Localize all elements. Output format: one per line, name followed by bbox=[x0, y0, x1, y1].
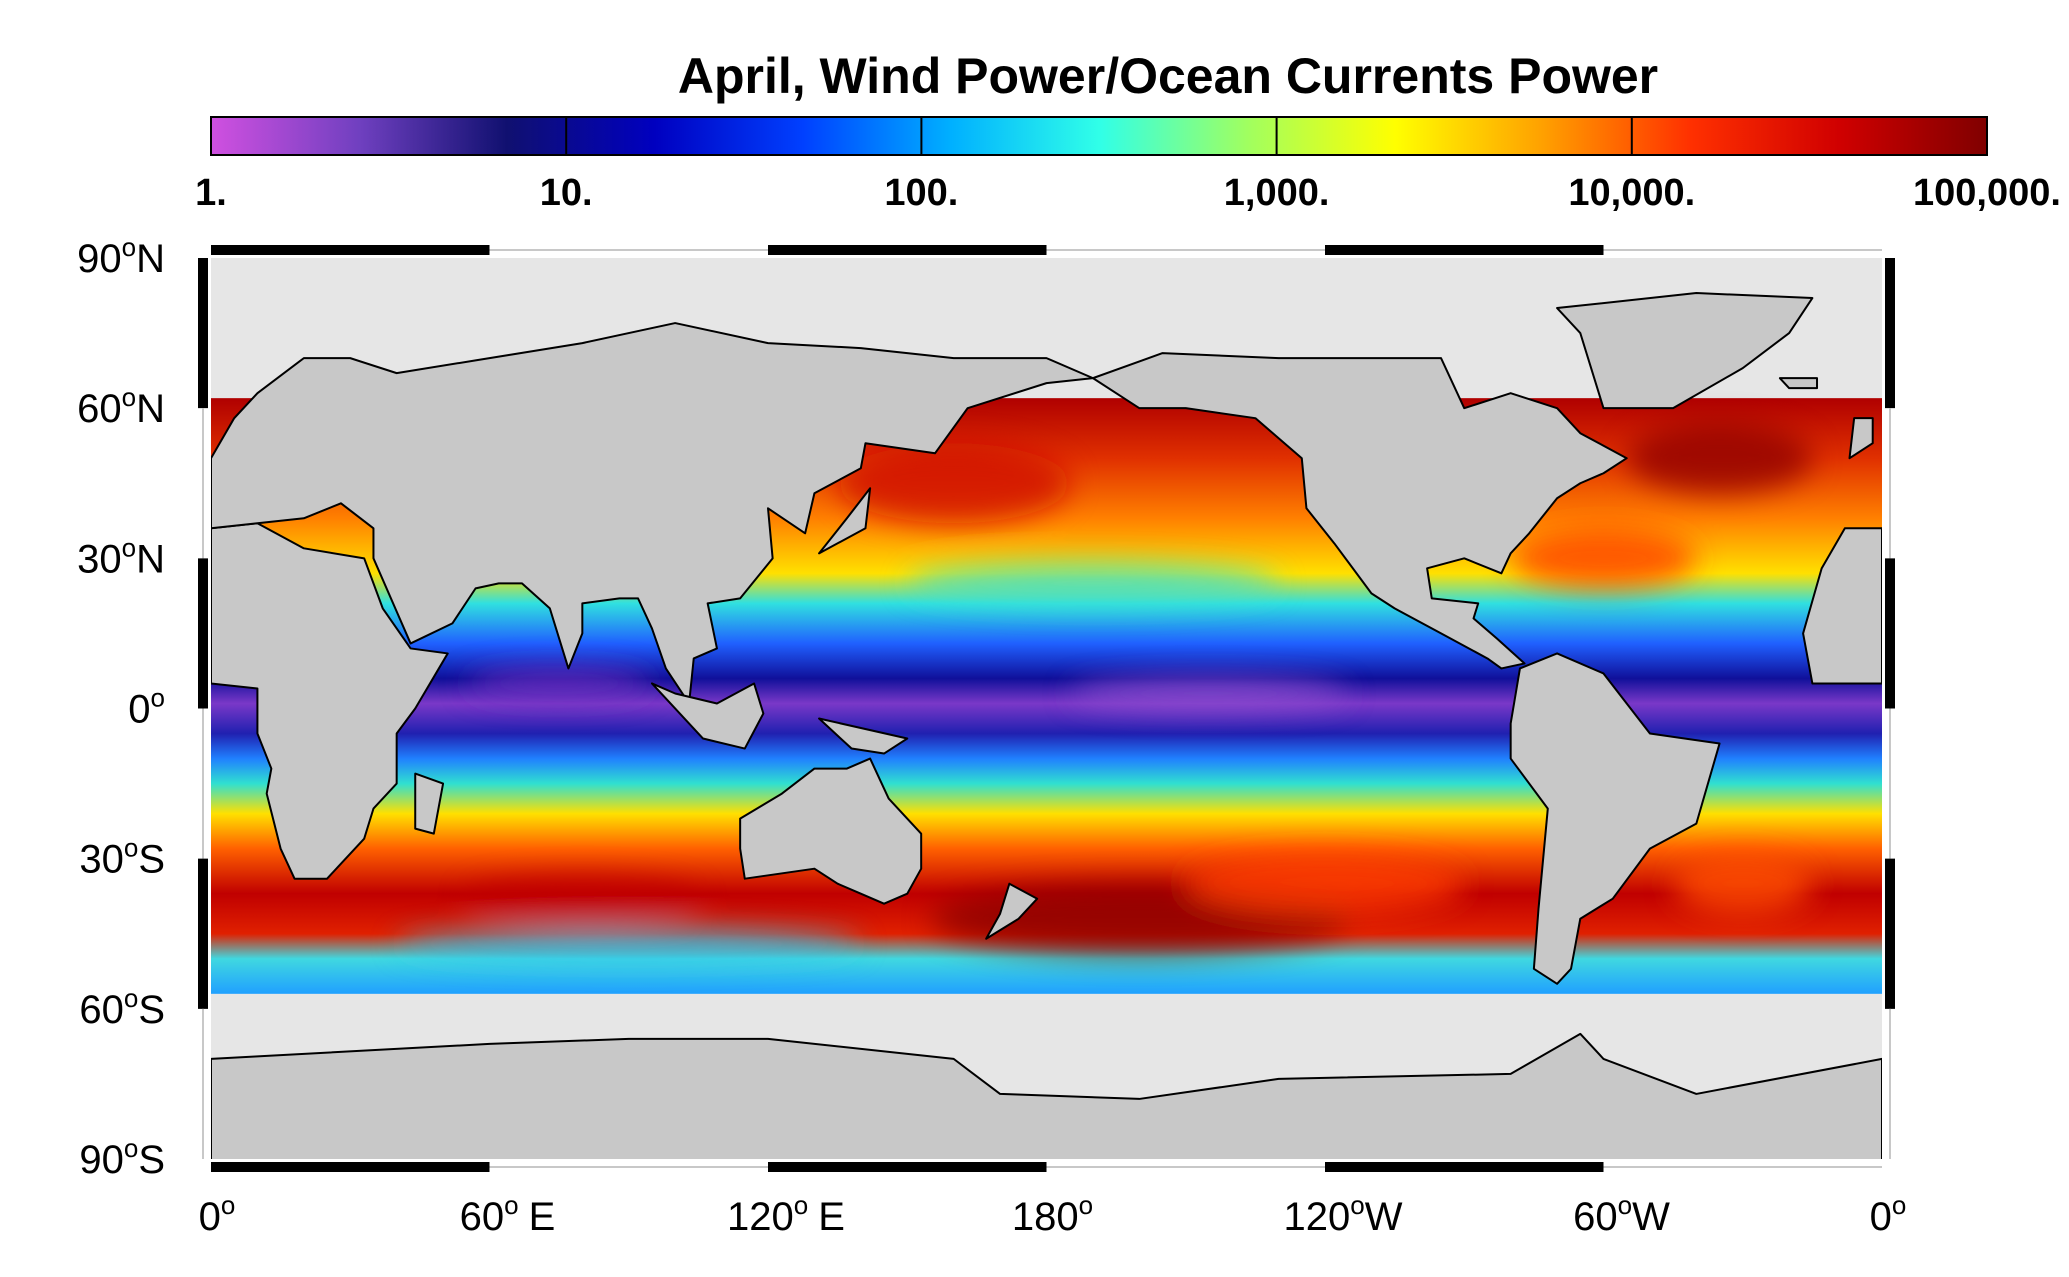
lon-tick-label-hemisphere: W bbox=[1632, 1195, 1670, 1239]
lat-tick-label: 30oS bbox=[79, 833, 165, 882]
map-frame bbox=[198, 245, 1895, 1172]
lat-tick-label-hemisphere: S bbox=[138, 838, 165, 882]
colorbar-tick-label: 100,000. bbox=[1913, 172, 2061, 214]
lon-tick-label: 0o bbox=[1870, 1190, 1907, 1239]
lon-tick-label-number: 60 bbox=[1573, 1195, 1618, 1239]
lon-tick-label-number: 0 bbox=[1870, 1195, 1892, 1239]
lat-tick-label-hemisphere: N bbox=[136, 387, 165, 431]
lat-tick-label-number: 60 bbox=[77, 387, 122, 431]
lat-tick-label-hemisphere: S bbox=[138, 988, 165, 1032]
lat-tick-label: 90oN bbox=[77, 232, 165, 281]
lon-tick-label-number: 120 bbox=[727, 1195, 794, 1239]
lon-tick-label-number: 0 bbox=[199, 1195, 221, 1239]
lat-tick-label-hemisphere: N bbox=[136, 237, 165, 281]
lat-tick-label-degree: o bbox=[122, 532, 136, 562]
colorbar: 1. 10. 100. 1,000. 10,000. 100,000. bbox=[195, 116, 2061, 214]
title: April, Wind Power/Ocean Currents Power bbox=[678, 48, 1658, 104]
lat-tick-label-hemisphere: S bbox=[138, 1138, 165, 1182]
lon-tick-label-degree: o bbox=[221, 1190, 235, 1220]
lon-tick-label: 60oW bbox=[1573, 1190, 1670, 1239]
lon-tick-label-degree: o bbox=[1892, 1190, 1906, 1220]
lat-tick-label: 60oN bbox=[77, 382, 165, 431]
lon-tick-label-degree: o bbox=[504, 1190, 518, 1220]
lon-tick-label: 120o E bbox=[727, 1190, 845, 1239]
lon-tick-label: 0o bbox=[199, 1190, 236, 1239]
lat-tick-label-number: 90 bbox=[77, 237, 122, 281]
lat-tick-label-number: 30 bbox=[77, 537, 122, 581]
lat-tick-label: 30oN bbox=[77, 532, 165, 581]
colorbar-ramp bbox=[210, 116, 1988, 156]
lon-tick-label-degree: o bbox=[1618, 1190, 1632, 1220]
lon-tick-label: 180o bbox=[1012, 1190, 1093, 1239]
lon-tick-label-degree: o bbox=[1350, 1190, 1364, 1220]
map bbox=[211, 258, 1882, 1159]
lon-tick-label-degree: o bbox=[1079, 1190, 1093, 1220]
lat-tick-label-degree: o bbox=[122, 382, 136, 412]
lat-tick-label-degree: o bbox=[151, 683, 165, 713]
lon-tick-label: 60o E bbox=[460, 1190, 556, 1239]
colorbar-tick-label: 10,000. bbox=[1568, 172, 1695, 214]
lat-tick-label-hemisphere: N bbox=[136, 537, 165, 581]
lat-tick-label: 60oS bbox=[79, 983, 165, 1032]
colorbar-tick-label: 1,000. bbox=[1224, 172, 1330, 214]
colorbar-tick-label: 100. bbox=[884, 172, 958, 214]
lon-tick-label: 120oW bbox=[1284, 1190, 1403, 1239]
lon-tick-label-hemisphere: E bbox=[818, 1195, 845, 1239]
lon-tick-label-hemisphere: W bbox=[1365, 1195, 1403, 1239]
lat-tick-label-number: 60 bbox=[79, 988, 124, 1032]
lon-tick-label-number: 120 bbox=[1284, 1195, 1351, 1239]
lat-tick-label-number: 90 bbox=[79, 1138, 124, 1182]
land bbox=[211, 292, 1882, 1159]
lon-tick-label-hemisphere: E bbox=[529, 1195, 556, 1239]
lat-tick-label-degree: o bbox=[124, 983, 138, 1013]
lat-tick-label: 0o bbox=[128, 683, 165, 732]
lon-tick-label-degree: o bbox=[794, 1190, 808, 1220]
lon-tick-label-number: 60 bbox=[460, 1195, 505, 1239]
lon-tick-label-number: 180 bbox=[1012, 1195, 1079, 1239]
lat-tick-label-number: 30 bbox=[79, 838, 124, 882]
lat-tick-label: 90oS bbox=[79, 1133, 165, 1182]
colorbar-tick-label: 10. bbox=[540, 172, 593, 214]
lat-tick-label-degree: o bbox=[124, 1133, 138, 1163]
colorbar-tick-label: 1. bbox=[195, 172, 227, 214]
lat-tick-label-number: 0 bbox=[128, 688, 150, 732]
lat-tick-label-degree: o bbox=[124, 833, 138, 863]
lat-tick-label-degree: o bbox=[122, 232, 136, 262]
